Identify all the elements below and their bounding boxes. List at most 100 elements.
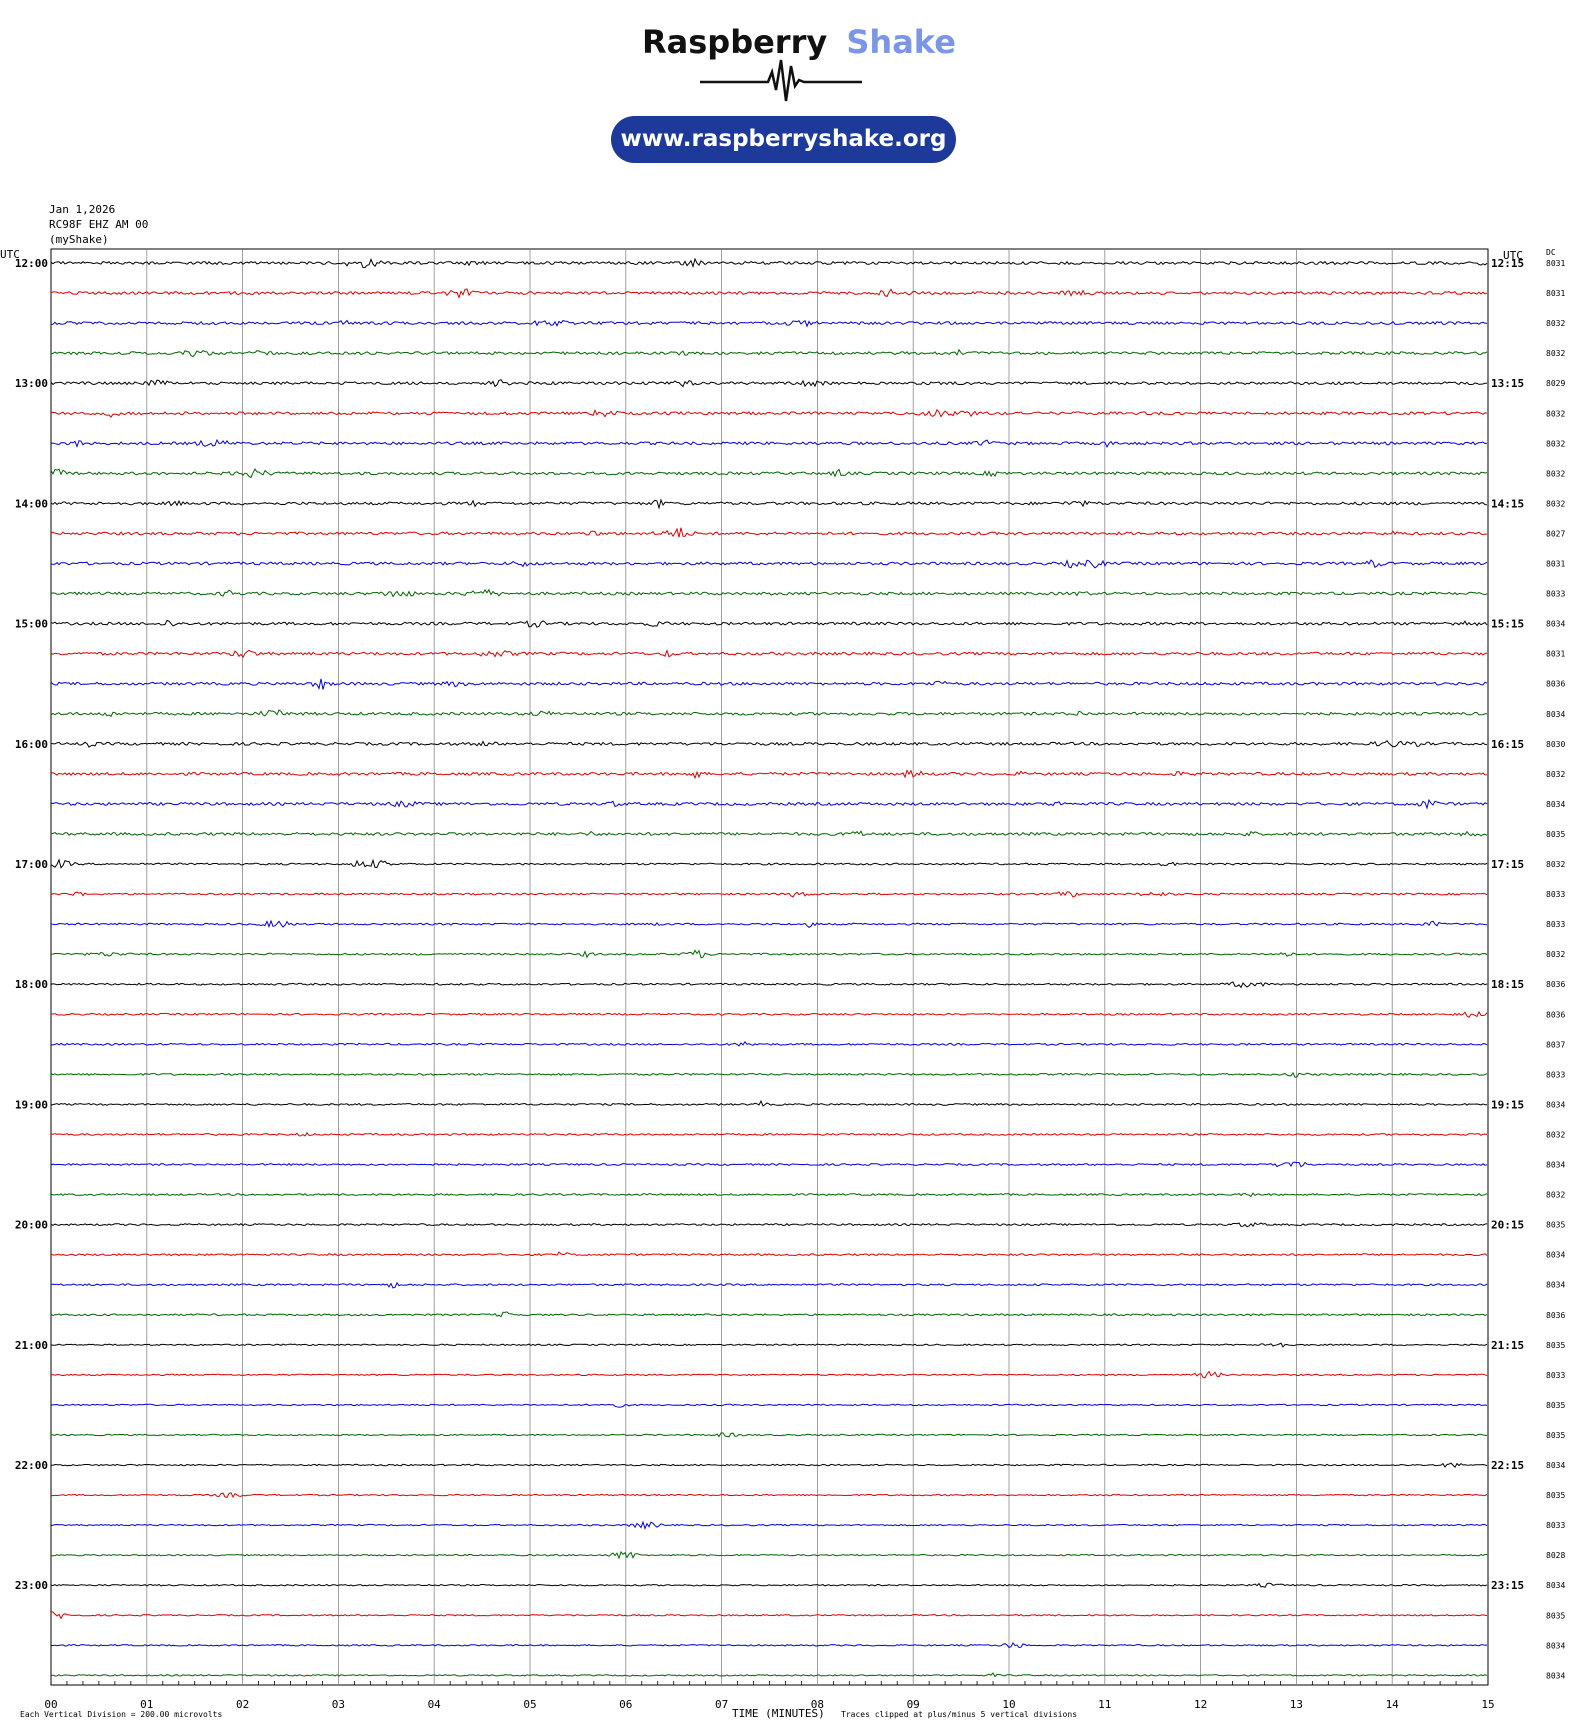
trace-row (50, 678, 1488, 690)
url-text[interactable]: www.raspberryshake.org (621, 126, 947, 152)
trace-row (50, 1132, 1488, 1137)
dc-value: 8032 (1546, 349, 1565, 358)
dc-value: 8033 (1546, 590, 1565, 599)
left-hour-label: 14:00 (15, 497, 48, 510)
trace-row (50, 798, 1488, 810)
trace-row (50, 257, 1488, 269)
dc-value: 8028 (1546, 1551, 1565, 1560)
trace-row (50, 1342, 1488, 1348)
dc-value: 8032 (1546, 319, 1565, 328)
trace-row (50, 1551, 1487, 1560)
left-hour-label: 15:00 (15, 618, 48, 631)
trace-row (50, 1311, 1488, 1318)
trace-row (50, 527, 1488, 538)
trace-row (50, 709, 1488, 718)
left-hour-label: 18:00 (15, 978, 48, 991)
trace-row (50, 468, 1488, 479)
left-hour-label: 21:00 (15, 1339, 48, 1352)
left-hour-label: 20:00 (15, 1219, 48, 1232)
right-hour-label: 22:15 (1491, 1459, 1524, 1472)
dc-value: 8035 (1546, 1491, 1565, 1500)
trace-row (50, 648, 1488, 659)
x-ticks: 00 01 02 03 04 05 06 07 08 09 10 11 12 13 14 15 (44, 1698, 1494, 1711)
dc-value: 8034 (1546, 1161, 1565, 1170)
svg-text:Raspberry Shake: Raspberry Shake (642, 23, 956, 61)
url-badge[interactable] (611, 116, 956, 163)
trace-row (50, 1192, 1488, 1198)
dc-value: 8032 (1546, 439, 1565, 448)
right-hour-label: 23:15 (1491, 1579, 1524, 1592)
dc-value: 8032 (1546, 469, 1565, 478)
trace-row (50, 858, 1488, 869)
x-tick-label: 02 (236, 1698, 249, 1711)
trace-row (50, 1161, 1488, 1168)
dc-value: 8033 (1546, 1371, 1565, 1380)
dc-value: 8031 (1546, 650, 1565, 659)
dc-value: 8034 (1546, 800, 1565, 809)
trace-row (50, 769, 1488, 780)
trace-row (50, 919, 1488, 929)
trace-row (50, 1462, 1488, 1469)
trace-row (51, 1010, 1488, 1018)
x-tick-label: 00 (44, 1698, 57, 1711)
right-hour-label: 14:15 (1491, 497, 1524, 510)
left-hour-label: 19:00 (15, 1098, 48, 1111)
hour-labels: 12:00 13:00 14:00 15:00 16:00 17:00 18:00 19:00… (15, 257, 1524, 1592)
right-hour-label: 18:15 (1491, 978, 1524, 991)
trace-row (51, 1641, 1488, 1649)
trace-rows (50, 257, 1488, 1678)
trace-row (50, 739, 1488, 748)
dc-value: 8034 (1546, 1641, 1565, 1650)
dc-value: 8036 (1546, 1311, 1565, 1320)
x-tick-label: 09 (907, 1698, 920, 1711)
dc-value: 8036 (1546, 1010, 1565, 1019)
dc-value: 8032 (1546, 499, 1565, 508)
dc-value: 8031 (1546, 560, 1565, 569)
x-tick-label: 05 (523, 1698, 536, 1711)
dc-value: 8035 (1546, 830, 1565, 839)
x-tick-label: 14 (1386, 1698, 1400, 1711)
dc-value: 8036 (1546, 980, 1565, 989)
trace-row (50, 559, 1488, 569)
dc-title: DC (1546, 248, 1556, 257)
right-hour-label: 13:15 (1491, 377, 1524, 390)
trace-row (50, 619, 1488, 628)
x-tick-label: 15 (1481, 1698, 1494, 1711)
trace-row (50, 1432, 1488, 1438)
footer-clip-note: Traces clipped at plus/minus 5 vertical … (841, 1710, 1077, 1719)
left-hour-label: 23:00 (15, 1579, 48, 1592)
right-hour-label: 17:15 (1491, 858, 1524, 871)
footer-scale-note: Each Vertical Division = 200.00 microvol… (20, 1710, 222, 1719)
trace-row (50, 1071, 1488, 1078)
dc-value: 8034 (1546, 1251, 1565, 1260)
meta-date: Jan 1,2026 (49, 203, 115, 216)
left-axis-title: UTC (0, 248, 20, 261)
dc-value: 8033 (1546, 1070, 1565, 1079)
right-hour-label: 21:15 (1491, 1339, 1524, 1352)
dc-value: 8035 (1546, 1611, 1565, 1620)
dc-labels: 8031 8031 8032 8032 8029 8032 8032 8032 8032 8027… (1546, 259, 1565, 1680)
right-hour-label: 16:15 (1491, 738, 1524, 751)
right-hour-label: 15:15 (1491, 618, 1524, 631)
trace-row (50, 1040, 1488, 1047)
meta-station: RC98F EHZ AM 00 (49, 218, 148, 231)
dc-value: 8027 (1546, 529, 1565, 538)
dc-value: 8031 (1546, 289, 1565, 298)
dc-value: 8034 (1546, 1581, 1565, 1590)
x-tick-label: 06 (619, 1698, 632, 1711)
trace-row (50, 1492, 1488, 1499)
plot-frame (50, 248, 1489, 1686)
trace-row (50, 1281, 1488, 1289)
dc-value: 8034 (1546, 1100, 1565, 1109)
trace-row (50, 1520, 1488, 1530)
dc-value: 8032 (1546, 409, 1565, 418)
dc-value: 8033 (1546, 920, 1565, 929)
trace-row (50, 1370, 1488, 1379)
brand-word-shake: Shake (846, 23, 956, 61)
dc-value: 8032 (1546, 770, 1565, 779)
minute-gridlines (66, 249, 1473, 1685)
dc-value: 8034 (1546, 710, 1565, 719)
dc-value: 8031 (1546, 259, 1565, 268)
meta-owner: (myShake) (49, 233, 109, 246)
